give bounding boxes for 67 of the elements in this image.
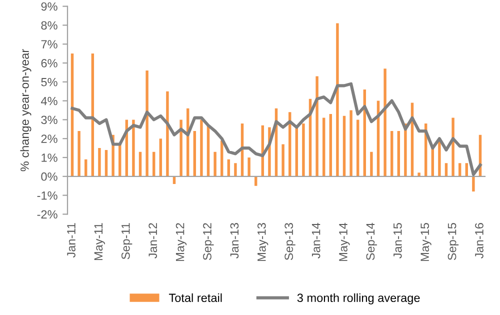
bar — [472, 176, 475, 192]
x-tick-label: Sep-14 — [366, 222, 377, 260]
bar — [200, 120, 203, 176]
bar — [152, 152, 156, 176]
bar — [397, 131, 400, 176]
x-tick-label: Sep-12 — [203, 223, 214, 260]
x-tick-label: Sep-13 — [284, 223, 296, 260]
x-tick-label: Jan-15 — [394, 223, 402, 258]
x-tick-label: Jan-16 — [475, 223, 484, 258]
bar — [458, 163, 462, 176]
x-tick-label: May-12 — [176, 223, 187, 261]
bar — [180, 120, 182, 176]
bar — [384, 68, 386, 176]
bar — [370, 152, 373, 176]
x-tick-label: Jan-14 — [312, 222, 320, 258]
bar — [282, 144, 284, 176]
x-tick-label: May-11 — [94, 223, 105, 260]
y-tick-label: 8% — [41, 21, 58, 30]
x-tick-label: May-15 — [420, 223, 432, 261]
bar — [465, 163, 468, 176]
bar — [390, 131, 394, 176]
line-series — [70, 82, 482, 176]
bar — [234, 163, 237, 176]
bar — [214, 152, 216, 176]
bar — [418, 172, 420, 176]
y-tick-label: 4% — [40, 96, 58, 106]
y-axis-title: % change year-on-year — [20, 49, 32, 172]
y-tick-label: 0% — [41, 172, 58, 181]
bar — [132, 120, 135, 176]
y-tick-label: -2% — [37, 210, 58, 219]
bar — [438, 140, 441, 176]
y-tick-label: 5% — [41, 78, 58, 86]
bar — [248, 158, 250, 176]
bar — [193, 131, 196, 176]
bar — [302, 123, 305, 176]
x-tick-label: Sep-11 — [121, 223, 132, 260]
x-tick-label: Jan-13 — [230, 223, 239, 258]
x-tick-label: Jan-12 — [148, 223, 158, 258]
legend-label: Total retail — [168, 293, 222, 302]
y-tick-label: 2% — [41, 134, 58, 143]
bar — [336, 23, 339, 176]
bar — [98, 148, 101, 176]
bar — [316, 76, 318, 176]
bar — [78, 131, 80, 176]
bar — [342, 116, 346, 176]
y-tick-label: 3% — [41, 116, 58, 124]
y-tick-label: 1% — [42, 154, 58, 162]
bar — [166, 91, 169, 176]
bar — [104, 150, 108, 176]
bar — [452, 118, 454, 176]
bar — [138, 152, 142, 176]
y-tick-label: 7% — [41, 40, 58, 48]
bar — [329, 114, 332, 176]
legend-label: 3 month rolling average — [297, 293, 420, 304]
bar — [444, 163, 448, 176]
x-tick-label: May-14 — [339, 222, 350, 261]
x-tick-label: May-13 — [257, 223, 268, 261]
y-tick-label: 9% — [41, 2, 58, 11]
y-tick-label: -1% — [37, 191, 58, 200]
bar — [146, 70, 148, 176]
x-tick-label: Jan-11 — [67, 223, 76, 258]
x-tick-label: Sep-15 — [448, 223, 459, 260]
bar — [350, 110, 352, 176]
bar — [356, 120, 360, 176]
bar — [159, 138, 162, 176]
y-tick-label: 6% — [41, 59, 58, 68]
bar — [322, 118, 326, 176]
